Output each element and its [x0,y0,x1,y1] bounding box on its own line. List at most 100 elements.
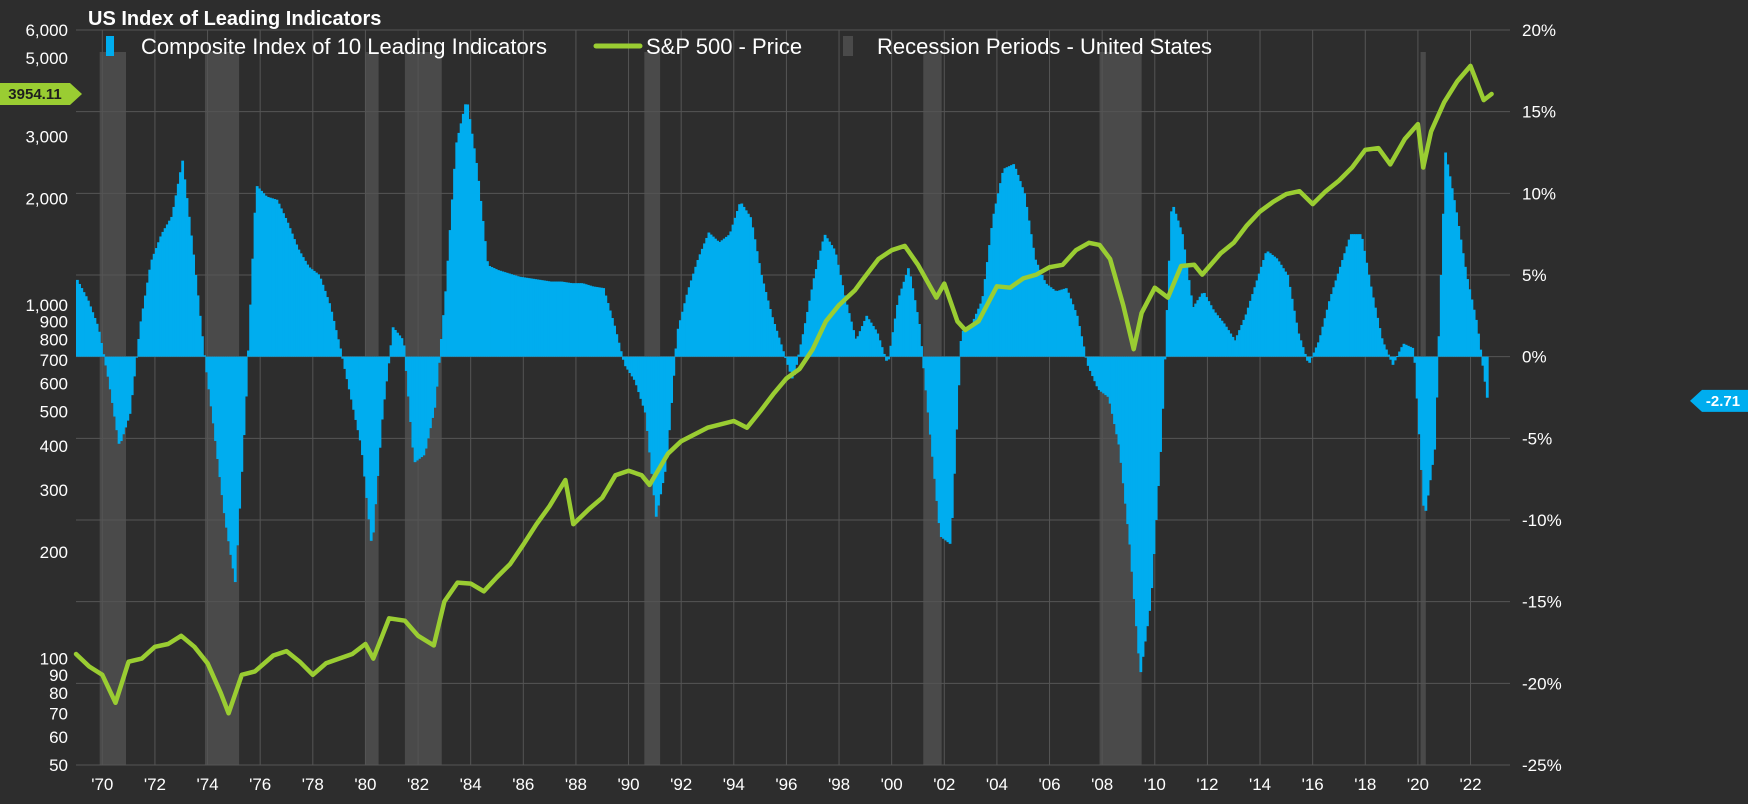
leading-indicator-bar [1027,220,1031,357]
leading-indicator-bar [593,286,597,357]
leading-indicator-bar [1165,310,1169,357]
leading-indicator-bar [924,356,928,391]
leading-indicator-bar [784,356,788,359]
leading-indicator-bar [1266,251,1270,357]
leading-indicator-bar [150,259,154,357]
leading-indicator-bar [1025,206,1029,357]
leading-indicator-bar [347,356,351,390]
leading-indicator-bar [996,193,1000,357]
leading-indicator-bar [983,279,987,357]
leading-indicator-bar [1284,271,1287,357]
leading-indicator-bar [970,324,974,357]
leading-indicator-bar [1203,292,1206,357]
leading-indicator-bar [148,269,152,357]
leading-indicator-bar [1049,287,1053,357]
leading-indicator-bar [1319,335,1323,357]
leading-indicator-bar [904,275,908,357]
leading-indicator-bar [1295,322,1298,357]
x-tick-label: '00 [881,775,903,794]
leading-indicator-bar [545,280,549,357]
left-tick-label: 100 [40,650,68,669]
leading-indicator-bar [255,186,259,357]
leading-indicator-bar [141,308,145,357]
leading-indicator-bar [814,269,818,357]
leading-indicator-bar [1483,356,1487,382]
leading-indicator-bar [1389,356,1393,360]
leading-indicator-bar [911,288,915,357]
leading-indicator-bar [295,244,299,357]
leading-indicator-bar [1045,283,1048,357]
leading-indicator-bar [1229,333,1233,357]
leading-indicator-bar [538,279,542,357]
leading-indicator-bar [569,282,573,357]
leading-indicator-bar [979,303,983,357]
leading-indicator-bar [1292,310,1296,357]
leading-indicator-bar [1474,319,1478,357]
leading-indicator-bar [266,197,270,357]
leading-indicator-bar [1457,226,1461,357]
leading-indicator-bar [146,282,149,357]
leading-indicator-bar [1450,188,1454,357]
leading-indicator-bar [944,356,948,541]
leading-indicator-bar [543,280,546,357]
leading-indicator-bar [1040,275,1044,357]
left-tick-label: 300 [40,481,68,500]
leading-indicator-bar [222,356,226,514]
leading-indicator-bar [1281,268,1285,357]
leading-indicator-bar [185,198,189,357]
leading-indicator-bar [823,234,827,357]
leading-indicator-bar [1235,335,1239,357]
leading-indicator-bar [455,142,459,357]
leading-indicator-bar [1227,330,1230,357]
leading-indicator-bar [1297,333,1301,357]
leading-indicator-bar [1213,312,1217,357]
leading-indicator-bar [1251,294,1255,357]
leading-indicator-bar [1005,167,1009,357]
leading-indicator-bar [874,329,877,357]
leading-indicator-bar [534,279,538,357]
leading-indicator-bar [681,311,684,357]
leading-indicator-bar [1207,301,1211,357]
leading-indicator-bar [725,236,728,357]
leading-indicator-bar [591,286,595,357]
right-value-badge: -2.71 [1690,389,1748,412]
leading-indicator-bar [1146,356,1149,627]
leading-indicator-bar [907,268,910,357]
leading-indicator-bar [1431,356,1434,465]
leading-indicator-bar [885,356,888,361]
leading-indicator-bar [779,344,783,357]
leading-indicator-bar [100,342,103,357]
leading-indicator-bar [665,356,669,458]
leading-indicator-bar [939,356,943,538]
leading-indicator-bar [124,356,128,428]
leading-indicator-bar [720,240,724,357]
leading-indicator-bar [356,356,360,431]
leading-indicator-bar [1056,290,1059,357]
leading-indicator-bar [472,148,476,357]
leading-indicator-bar [729,231,733,357]
leading-indicator-bar [1104,356,1108,396]
leading-indicator-bar [1409,346,1412,357]
leading-indicator-bar [168,220,171,357]
leading-indicator-bar [422,356,426,456]
leading-indicator-bar [1260,266,1263,357]
leading-indicator-bar [1240,325,1244,357]
leading-indicator-bar [762,283,766,357]
x-tick-label: '82 [407,775,429,794]
leading-indicator-bar [84,296,88,357]
leading-indicator-bar [551,281,555,357]
leading-indicator-bar [878,340,882,357]
leading-indicator-bar [376,356,380,476]
leading-indicator-bar [459,123,463,357]
leading-indicator-bar [1347,239,1351,357]
leading-indicator-bar [1371,297,1375,357]
leading-indicator-bar [139,321,143,357]
leading-indicator-bar [418,356,421,459]
leading-indicator-bar [694,266,698,357]
leading-indicator-bar [1185,264,1189,357]
leading-indicator-bar [86,300,90,357]
left-value-badge-text: 3954.11 [8,86,61,103]
leading-indicator-bar [225,356,228,528]
leading-indicator-bar [707,232,711,357]
right-tick-label: 20% [1522,21,1556,40]
